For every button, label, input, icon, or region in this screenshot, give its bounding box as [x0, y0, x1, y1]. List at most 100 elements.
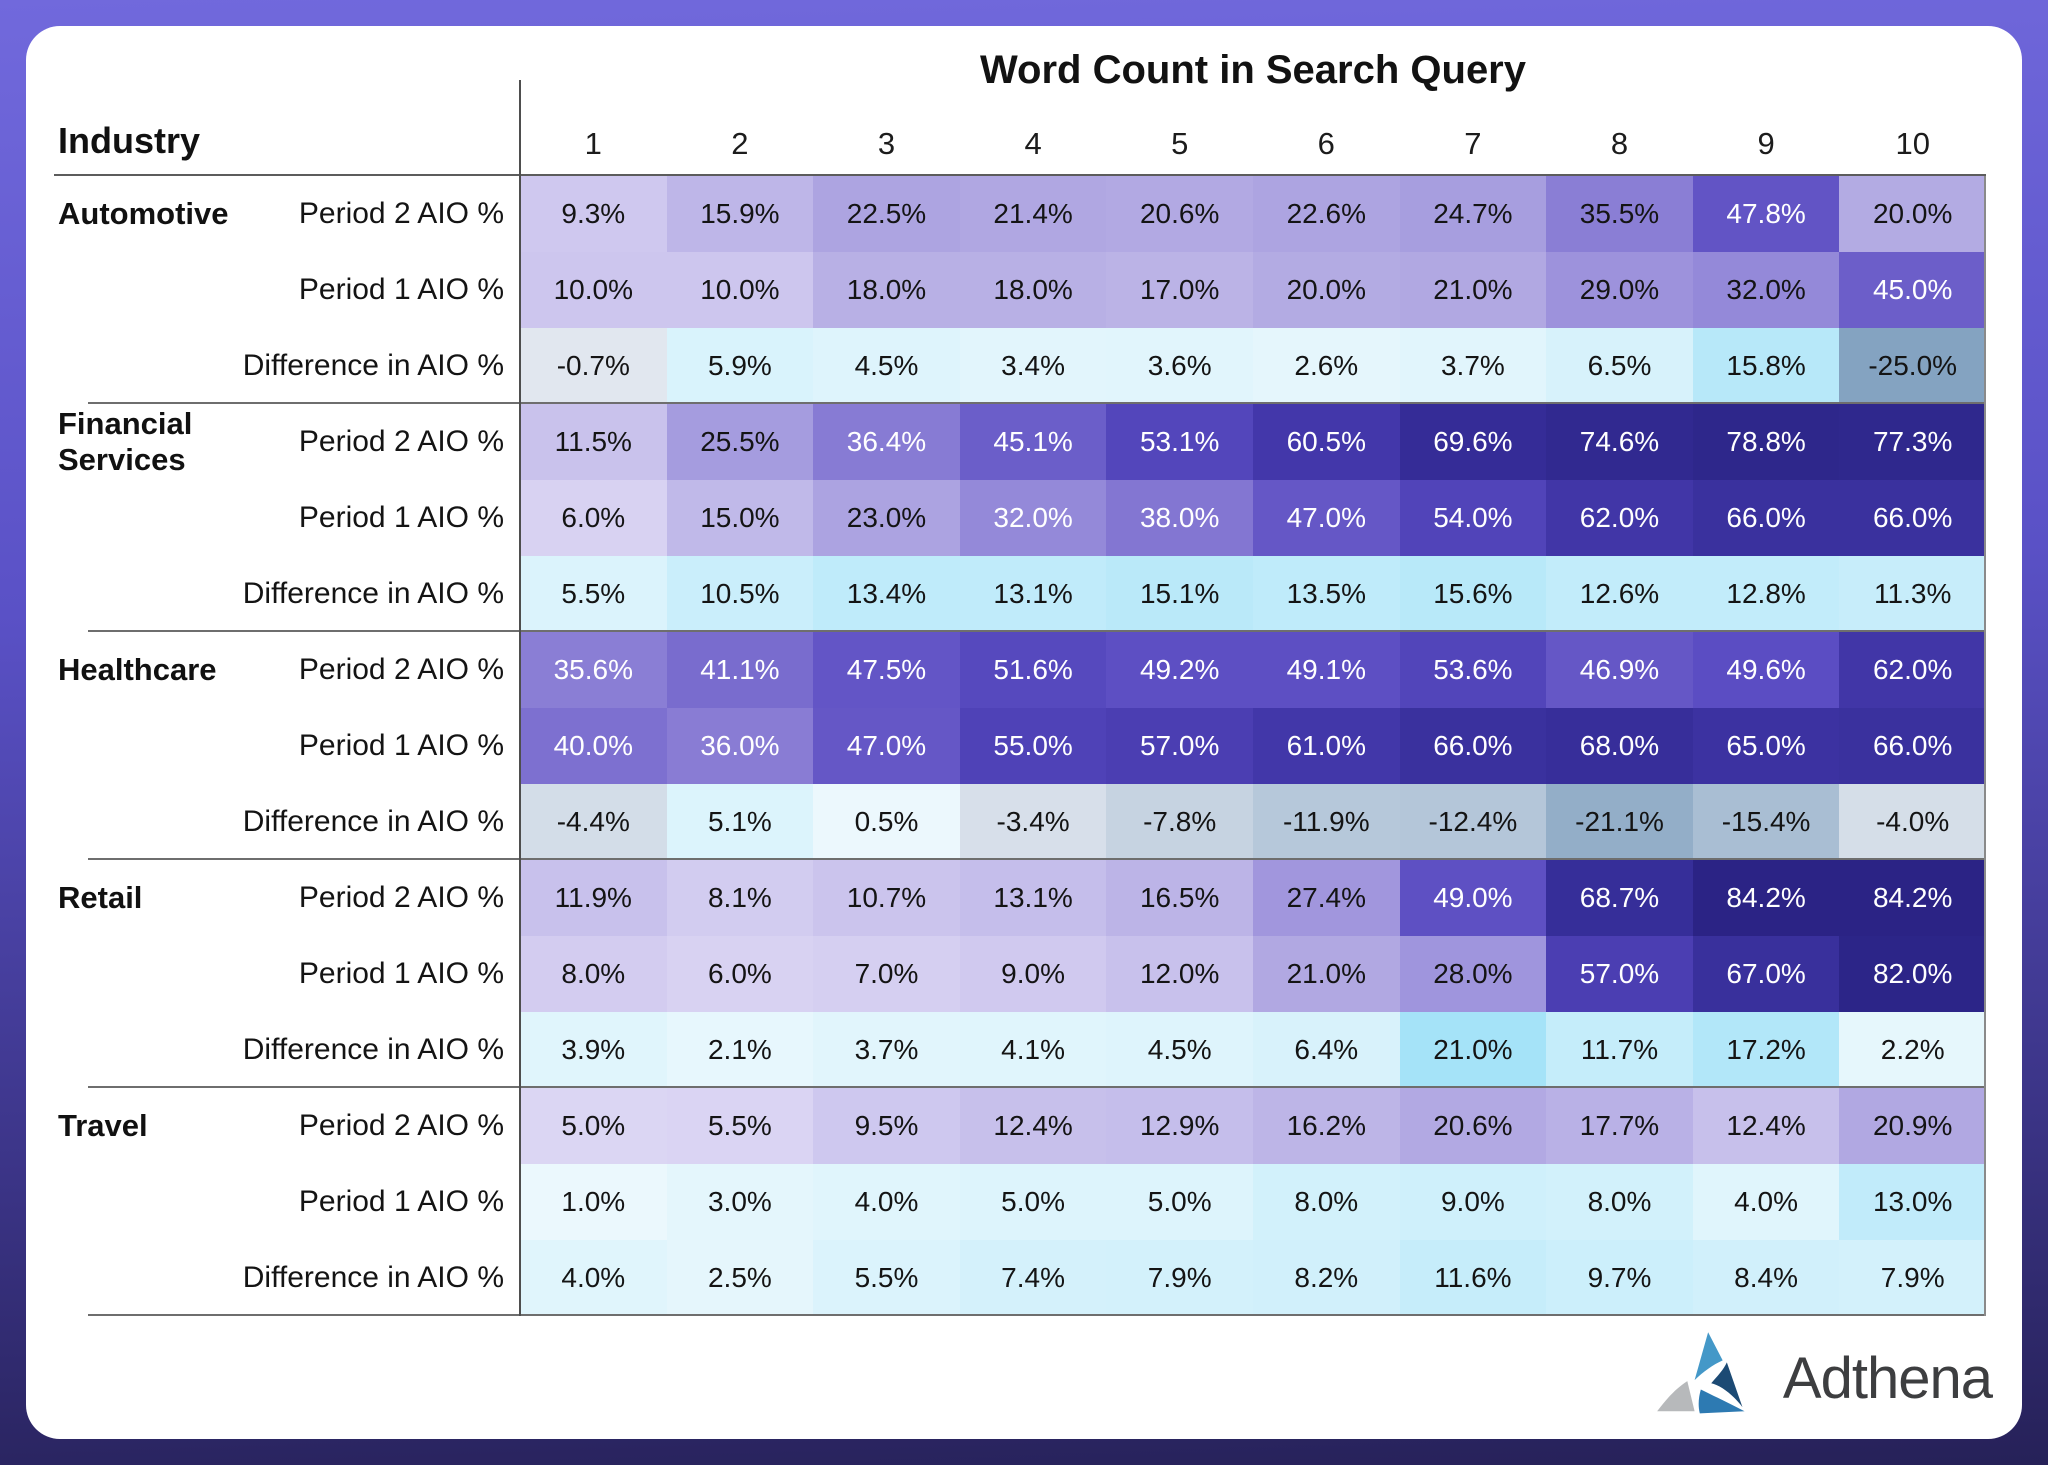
- heatmap-cell: 61.0%: [1253, 708, 1400, 784]
- heatmap-cell: 57.0%: [1106, 708, 1253, 784]
- heatmap-cell: 20.0%: [1839, 176, 1986, 252]
- heatmap-cell: 66.0%: [1692, 480, 1840, 556]
- heatmap-cell: 6.5%: [1546, 328, 1693, 404]
- heatmap-cell: 3.7%: [1399, 328, 1547, 404]
- heatmap-cell: -12.4%: [1399, 784, 1547, 860]
- industry-group: Travel Period 2 AIO % 5.0% 5.5% 9.5% 12.4% 12.…: [26, 1088, 2022, 1316]
- heatmap-cell: 12.6%: [1546, 556, 1693, 632]
- heatmap-cell: 4.5%: [813, 328, 960, 404]
- heatmap-cell: 13.0%: [1839, 1164, 1986, 1240]
- heatmap-cell: 49.2%: [1106, 632, 1253, 708]
- heatmap-cell: 5.5%: [520, 556, 667, 632]
- table-row: Difference in AIO % -0.7% 5.9% 4.5% 3.4% 3.6%…: [26, 328, 2022, 404]
- industry-group: Retail Period 2 AIO % 11.9% 8.1% 10.7% 13.1% 1…: [26, 860, 2022, 1088]
- heatmap-cell: 15.8%: [1692, 328, 1840, 404]
- heatmap-cell: 8.0%: [1253, 1164, 1400, 1240]
- row-label: Period 2 AIO %: [298, 653, 504, 686]
- heatmap-cell: 60.5%: [1253, 404, 1400, 480]
- heatmap-cell: 29.0%: [1546, 252, 1693, 328]
- heatmap-cell: 4.0%: [1692, 1164, 1840, 1240]
- row-label: Period 1 AIO %: [298, 957, 504, 990]
- heatmap-cell: 18.0%: [813, 252, 960, 328]
- heatmap-cell: -21.1%: [1546, 784, 1693, 860]
- table-right-divider: [1984, 176, 1986, 1316]
- heatmap-cell: 7.9%: [1839, 1240, 1986, 1316]
- heatmap-cell: 2.6%: [1253, 328, 1400, 404]
- heatmap-cell: 16.2%: [1253, 1088, 1400, 1164]
- table-row: Period 1 AIO % 40.0% 36.0% 47.0% 55.0% 57.0% 6…: [26, 708, 2022, 784]
- heatmap-cell: 25.5%: [666, 404, 814, 480]
- row-label: Difference in AIO %: [242, 1033, 504, 1066]
- heatmap-cell: 62.0%: [1839, 632, 1986, 708]
- heatmap-cell: 51.6%: [959, 632, 1107, 708]
- industry-name: [58, 328, 264, 404]
- table-left-divider: [519, 80, 521, 1316]
- heatmap-cell: 36.4%: [813, 404, 960, 480]
- heatmap-cell: -25.0%: [1839, 328, 1986, 404]
- table-row: Difference in AIO % -4.4% 5.1% 0.5% -3.4% -7.…: [26, 784, 2022, 860]
- industry-name: [58, 708, 264, 784]
- industry-name: [58, 1164, 264, 1240]
- heatmap-cell: 7.9%: [1106, 1240, 1253, 1316]
- heatmap-cell: 12.9%: [1106, 1088, 1253, 1164]
- heatmap-cell: 66.0%: [1839, 480, 1986, 556]
- heatmap-cell: 11.6%: [1399, 1240, 1547, 1316]
- heatmap-cell: 5.5%: [813, 1240, 960, 1316]
- heatmap-cell: 8.0%: [1546, 1164, 1693, 1240]
- heatmap-cell: 69.6%: [1399, 404, 1547, 480]
- row-label: Period 2 AIO %: [298, 197, 504, 230]
- table-row: Period 1 AIO % 10.0% 10.0% 18.0% 18.0% 17.0% 2…: [26, 252, 2022, 328]
- heatmap-cell: -15.4%: [1692, 784, 1840, 860]
- heatmap-cell: 4.5%: [1106, 1012, 1253, 1088]
- heatmap-cell: 12.0%: [1106, 936, 1253, 1012]
- heatmap-cell: 45.1%: [959, 404, 1107, 480]
- heatmap-cell: 22.6%: [1253, 176, 1400, 252]
- heatmap-cell: 66.0%: [1839, 708, 1986, 784]
- heatmap-cell: 22.5%: [813, 176, 960, 252]
- heatmap-cell: 13.1%: [959, 556, 1107, 632]
- heatmap-cell: 8.1%: [666, 860, 814, 936]
- heatmap-cell: 65.0%: [1692, 708, 1840, 784]
- heatmap-cell: 57.0%: [1546, 936, 1693, 1012]
- heatmap-cell: 38.0%: [1106, 480, 1253, 556]
- industry-name: Travel: [58, 1108, 148, 1144]
- heatmap-cell: 3.7%: [813, 1012, 960, 1088]
- industry-header: Industry: [58, 120, 201, 161]
- heatmap-cell: 10.0%: [520, 252, 667, 328]
- heatmap-cell: 11.9%: [520, 860, 667, 936]
- heatmap-cell: 24.7%: [1399, 176, 1547, 252]
- heatmap-cell: 8.0%: [520, 936, 667, 1012]
- heatmap-cell: 15.6%: [1399, 556, 1547, 632]
- row-label: Period 1 AIO %: [298, 273, 504, 306]
- heatmap-cell: 47.8%: [1692, 176, 1840, 252]
- heatmap-card: Word Count in Search Query Industry 1 2 3 4…: [26, 26, 2022, 1439]
- heatmap-cell: 0.5%: [813, 784, 960, 860]
- heatmap-cell: 8.4%: [1692, 1240, 1840, 1316]
- row-label: Difference in AIO %: [242, 349, 504, 382]
- heatmap-cell: 62.0%: [1546, 480, 1693, 556]
- adthena-logo-icon: [1657, 1332, 1745, 1414]
- heatmap-cell: 5.1%: [666, 784, 814, 860]
- heatmap-cell: 13.5%: [1253, 556, 1400, 632]
- heatmap-cell: 3.4%: [959, 328, 1107, 404]
- heatmap-cell: 20.6%: [1106, 176, 1253, 252]
- heatmap-cell: 66.0%: [1399, 708, 1547, 784]
- heatmap-cell: 3.9%: [520, 1012, 667, 1088]
- heatmap-cell: 20.0%: [1253, 252, 1400, 328]
- industry-name: [58, 252, 264, 328]
- heatmap-cell: 6.0%: [520, 480, 667, 556]
- chart-title-row: Word Count in Search Query: [520, 48, 1986, 93]
- row-label: Period 1 AIO %: [298, 1185, 504, 1218]
- heatmap-cell: 21.0%: [1399, 252, 1547, 328]
- heatmap-cell: 32.0%: [959, 480, 1107, 556]
- heatmap-cell: 54.0%: [1399, 480, 1547, 556]
- heatmap-cell: -4.0%: [1839, 784, 1986, 860]
- heatmap-cell: 10.5%: [666, 556, 814, 632]
- heatmap-cell: 4.0%: [520, 1240, 667, 1316]
- heatmap-cell: 49.0%: [1399, 860, 1547, 936]
- heatmap-cell: 47.5%: [813, 632, 960, 708]
- heatmap-cell: 47.0%: [1253, 480, 1400, 556]
- table-row: Financial Services Period 2 AIO % 11.5% 25.…: [26, 404, 2022, 480]
- heatmap-cell: 13.1%: [959, 860, 1107, 936]
- adthena-logo: Adthena: [1653, 1322, 1993, 1434]
